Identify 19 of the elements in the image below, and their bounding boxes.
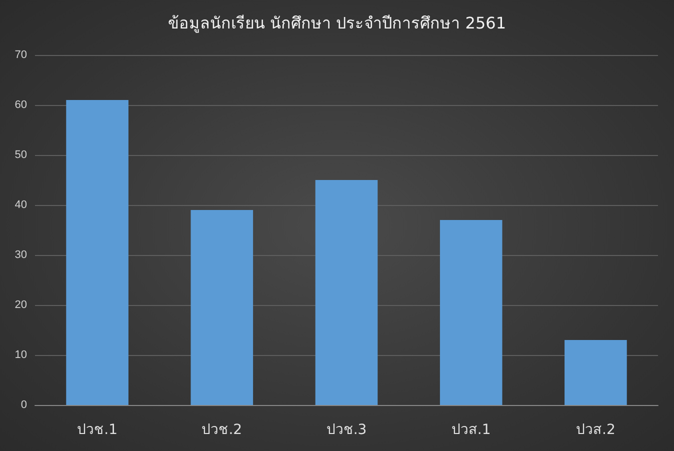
x-tick-label: ปวช.3	[326, 422, 367, 438]
x-tick-label: ปวส.1	[451, 422, 491, 438]
chart-title: ข้อมูลนักเรียน นักศึกษา ประจำปีการศึกษา 2561	[168, 14, 506, 34]
y-tick-label: 0	[20, 399, 27, 411]
bar	[564, 340, 627, 405]
y-tick-label: 60	[14, 99, 27, 111]
bar	[66, 100, 128, 405]
y-tick-label: 50	[14, 149, 27, 161]
y-tick-label: 40	[14, 199, 27, 211]
y-tick-label: 20	[14, 299, 27, 311]
x-tick-label: ปวช.1	[77, 422, 118, 438]
x-tick-label: ปวส.2	[576, 422, 616, 438]
y-tick-label: 70	[14, 49, 27, 61]
bar	[190, 210, 254, 405]
bar	[315, 180, 378, 405]
y-tick-label: 10	[14, 349, 27, 361]
y-tick-label: 30	[14, 249, 27, 261]
x-tick-label: ปวช.2	[202, 422, 242, 438]
bar	[440, 220, 502, 405]
